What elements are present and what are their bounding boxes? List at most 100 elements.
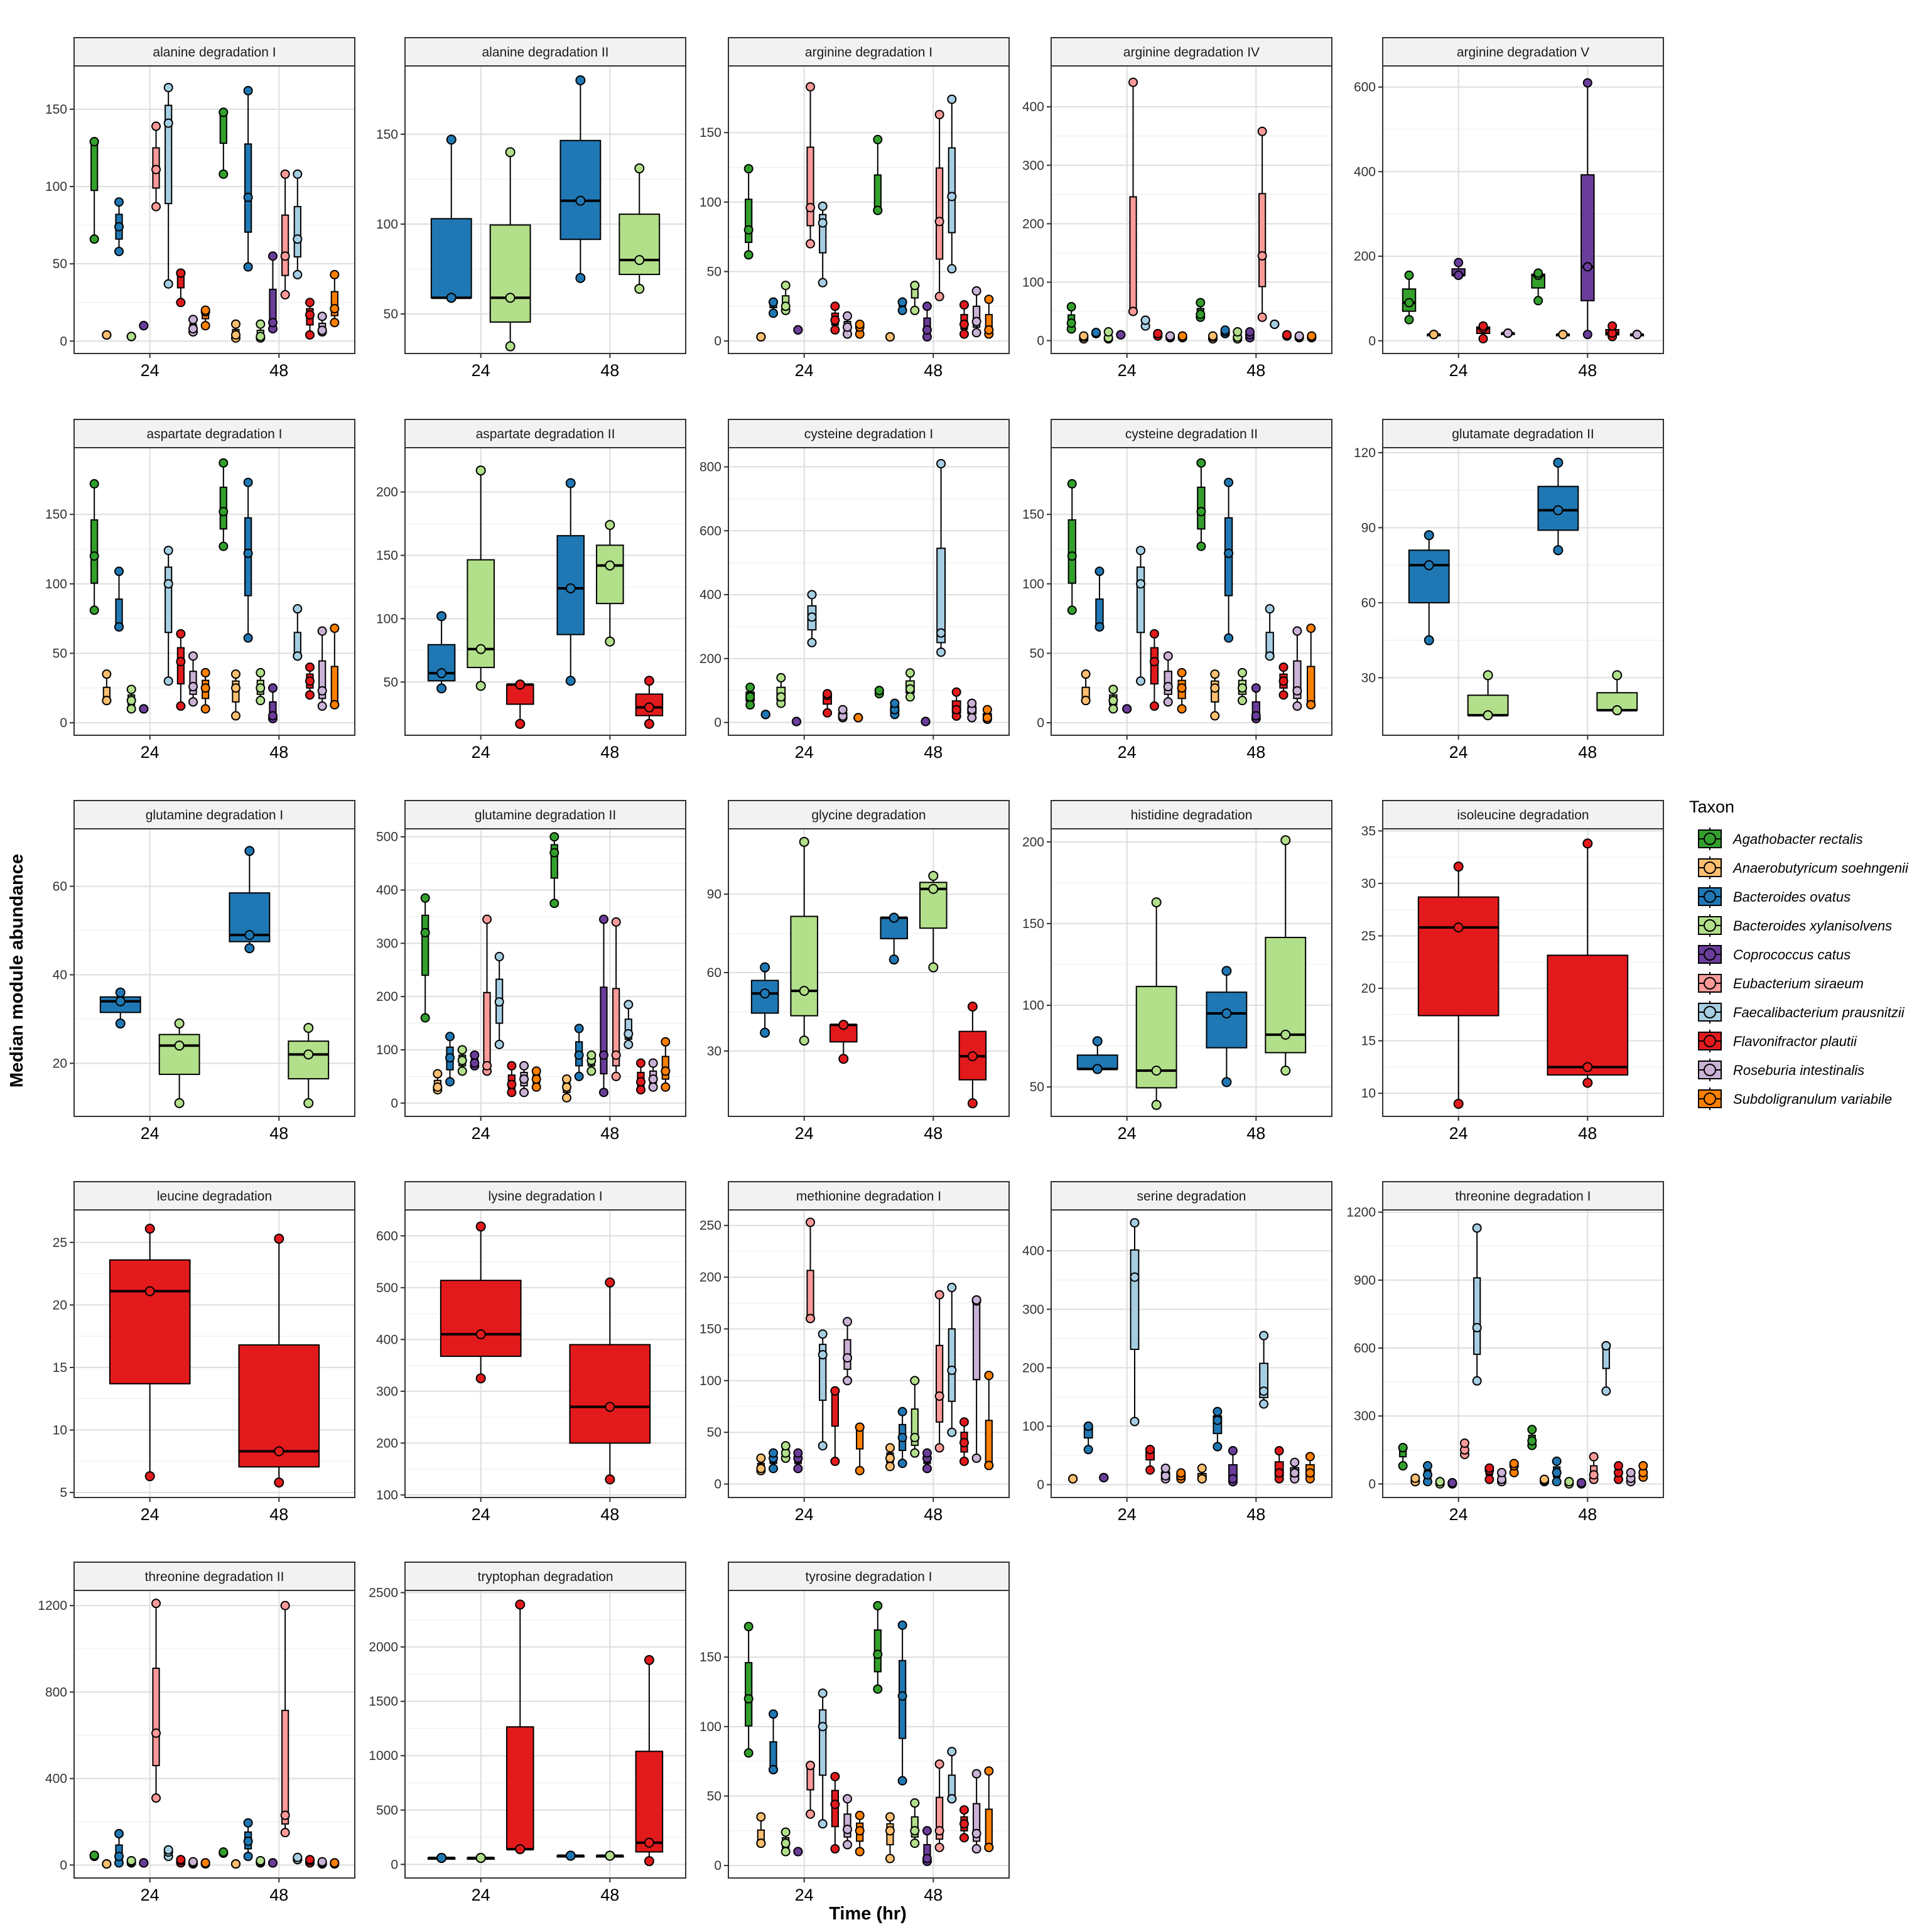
data-point — [1503, 328, 1513, 338]
data-point — [743, 164, 754, 174]
data-point — [1527, 1425, 1537, 1435]
data-point — [910, 1798, 920, 1808]
box-iqr — [165, 104, 173, 205]
box-bacteroides-ovatus-24 — [1094, 566, 1105, 632]
x-tick-label: 48 — [600, 1886, 619, 1904]
data-point — [1410, 1473, 1420, 1483]
data-point — [928, 883, 939, 894]
y-tick-label: 150 — [700, 126, 721, 140]
legend-point — [1704, 919, 1716, 932]
data-point — [561, 1093, 571, 1103]
data-point — [971, 1769, 981, 1779]
strip-bg — [73, 1562, 355, 1591]
box-bacteroides-ovatus-48 — [556, 1850, 585, 1861]
grid-lines — [1383, 1210, 1663, 1498]
data-point — [243, 1818, 253, 1828]
box-bacteroides-ovatus-24 — [760, 710, 770, 720]
box-flavonifractor-plautii-48 — [959, 1417, 969, 1466]
box-bacteroides-ovatus-48 — [890, 698, 900, 720]
box-flavonifractor-plautii-24 — [176, 629, 186, 711]
legend-item-bacteroides-xylanisolvens: Bacteroides xylanisolvens — [1698, 914, 1892, 937]
data-point — [1292, 701, 1302, 711]
data-point — [634, 255, 645, 266]
legend-item-flavonifractor-plautii: Flavonifractor plautii — [1698, 1030, 1857, 1052]
box-iqr — [745, 198, 753, 243]
data-point — [743, 225, 754, 235]
data-point — [1472, 1376, 1482, 1386]
data-point — [163, 579, 173, 589]
panel-border — [73, 1590, 355, 1879]
y-tick-label: 50 — [707, 1425, 721, 1440]
y-tick-label: 60 — [53, 880, 67, 894]
data-point — [885, 1826, 895, 1836]
data-point — [475, 644, 486, 654]
data-point — [176, 629, 186, 639]
box-iqr — [293, 206, 301, 258]
y-tick-label: 50 — [1030, 646, 1044, 661]
data-point — [971, 1453, 981, 1463]
data-point — [243, 1836, 253, 1846]
data-point — [922, 1826, 932, 1836]
box-coprococcus-catus-48 — [267, 1858, 278, 1868]
data-point — [843, 322, 853, 332]
data-point — [1083, 1445, 1093, 1455]
legend-point — [1704, 948, 1716, 961]
box-flavonifractor-plautii-48 — [305, 1855, 315, 1868]
data-point — [243, 85, 253, 95]
box-eubacterium-siraeum-24 — [151, 121, 161, 212]
data-point — [1626, 1467, 1636, 1477]
box-iqr — [1473, 1277, 1481, 1355]
box-iqr — [109, 1259, 191, 1384]
y-tick-label: 1200 — [1346, 1206, 1376, 1220]
box-bacteroides-ovatus-24 — [445, 1032, 455, 1087]
data-point — [549, 848, 559, 858]
data-point — [873, 1649, 883, 1659]
box-anaerobutyricum-soehngenii-48 — [1208, 331, 1218, 344]
legend-item-roseburia-intestinalis: Roseburia intestinalis — [1698, 1059, 1864, 1081]
data-point — [274, 1446, 284, 1457]
box-roseburia-intestinalis-48 — [648, 1058, 658, 1092]
data-point — [305, 690, 315, 700]
data-point — [947, 192, 957, 202]
box-faecalibacterium-prausnitzii-48 — [1601, 1341, 1611, 1396]
box-faecalibacterium-prausnitzii-48 — [1259, 1330, 1269, 1409]
box-flavonifractor-plautii-24 — [829, 1020, 858, 1064]
data-point — [1196, 458, 1206, 468]
box-iqr — [936, 548, 946, 644]
data-point — [188, 651, 198, 661]
data-point — [114, 1828, 124, 1838]
box-subdoligranulum-variabile-48 — [1307, 331, 1317, 343]
strip-bg — [728, 800, 1010, 829]
data-point — [445, 1032, 455, 1042]
data-point — [830, 301, 840, 311]
data-point — [760, 988, 770, 999]
data-point — [565, 1850, 576, 1861]
data-point — [305, 330, 315, 340]
strip-title: histidine degradation — [1131, 808, 1253, 823]
data-point — [644, 1856, 654, 1867]
data-point — [984, 294, 994, 305]
plot-area — [1051, 66, 1332, 353]
x-tick-label: 24 — [795, 1124, 814, 1143]
data-point — [934, 291, 944, 301]
data-point — [1398, 1443, 1408, 1453]
data-point — [971, 286, 981, 296]
strip-title: aspartate degradation I — [147, 427, 283, 441]
data-point — [982, 713, 992, 723]
panel-arginine-degradation-v: arginine degradation V 0 200 400 600 24 48 — [1354, 37, 1664, 380]
data-point — [1221, 1077, 1232, 1087]
y-tick-label: 100 — [1022, 1419, 1044, 1433]
panel-border — [1382, 828, 1664, 1117]
data-point — [934, 1391, 944, 1401]
box-coprococcus-catus-24 — [793, 325, 803, 335]
data-point — [280, 1600, 290, 1611]
data-point — [959, 320, 969, 330]
data-point — [889, 954, 899, 965]
box-bacteroides-ovatus-48 — [229, 846, 271, 954]
data-point — [1280, 835, 1291, 846]
data-point — [793, 1847, 803, 1857]
box-flavonifractor-plautii-48 — [1282, 330, 1292, 341]
data-point — [897, 1691, 907, 1701]
panel-border — [404, 65, 686, 354]
